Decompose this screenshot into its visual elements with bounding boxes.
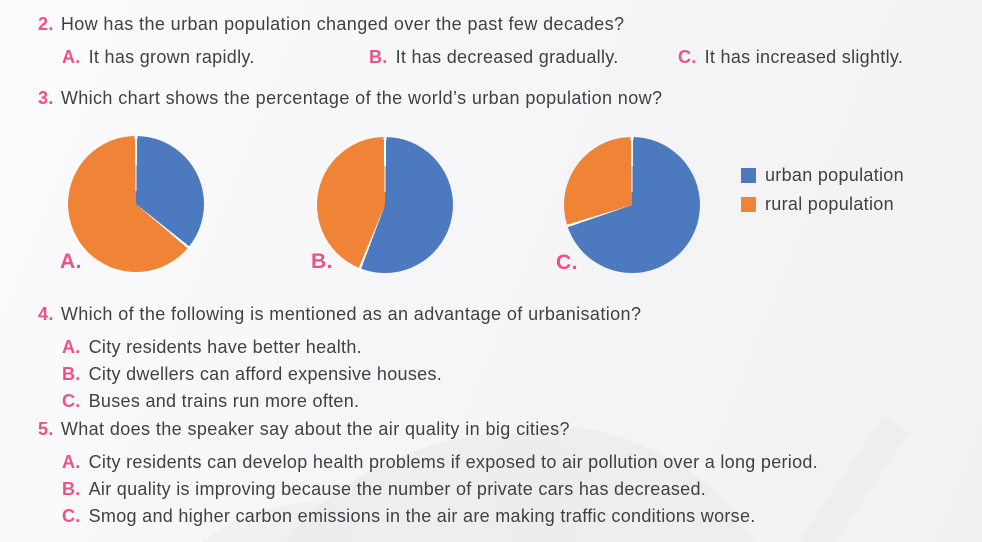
pie-chart-b-label: B. [311,250,333,273]
q5-option-a-letter: A. [62,452,81,472]
q5-option-a: A. City residents can develop health prob… [62,452,818,473]
q4-option-c-text: Buses and trains run more often. [88,391,360,411]
urban-color-swatch [741,168,756,183]
question-2-number: 2. [38,14,54,34]
q2-option-c-letter: C. [678,47,697,67]
q4-option-b-text: City dwellers can afford expensive house… [88,364,443,384]
question-2: 2. How has the urban population changed o… [38,14,624,35]
q5-option-a-text: City residents can develop health proble… [88,452,819,472]
q5-option-c: C. Smog and higher carbon emissions in th… [62,506,756,527]
q2-option-c: C. It has increased slightly. [678,47,903,68]
pie-chart-a-label: A. [60,250,82,273]
q2-option-b-text: It has decreased gradually. [395,47,619,67]
pie-chart-c-label: C. [556,251,578,274]
q5-option-b-text: Air quality is improving because the num… [88,479,707,499]
q5-option-b: B. Air quality is improving because the n… [62,479,706,500]
question-3: 3. Which chart shows the percentage of th… [38,88,662,109]
rural-color-swatch [741,197,756,212]
q4-option-a-letter: A. [62,337,81,357]
question-5-text: What does the speaker say about the air … [60,419,570,439]
q2-option-b: B. It has decreased gradually. [369,47,619,68]
question-2-text: How has the urban population changed ove… [60,14,625,34]
legend-item-rural-label: rural population [765,194,894,214]
question-5-number: 5. [38,419,54,439]
q4-option-a-text: City residents have better health. [88,337,362,357]
question-3-text: Which chart shows the percentage of the … [60,88,663,108]
question-3-number: 3. [38,88,54,108]
question-5: 5. What does the speaker say about the ai… [38,419,570,440]
q2-option-b-letter: B. [369,47,388,67]
question-4: 4. Which of the following is mentioned as… [38,304,641,325]
pie-chart-a [68,136,204,272]
q5-option-c-letter: C. [62,506,81,526]
q5-option-c-text: Smog and higher carbon emissions in the … [88,506,756,526]
q4-option-a: A. City residents have better health. [62,337,362,358]
q2-option-a-text: It has grown rapidly. [88,47,255,67]
legend-item-urban: urban population [741,165,904,186]
q2-option-c-text: It has increased slightly. [704,47,904,67]
legend-item-urban-label: urban population [765,165,904,185]
q4-option-c-letter: C. [62,391,81,411]
question-4-text: Which of the following is mentioned as a… [60,304,642,324]
legend-item-rural: rural population [741,194,904,215]
q4-option-b-letter: B. [62,364,81,384]
question-4-number: 4. [38,304,54,324]
q2-option-a: A. It has grown rapidly. [62,47,255,68]
pie-chart-b [317,137,453,273]
pie-chart-c [564,137,700,273]
q4-option-b: B. City dwellers can afford expensive hou… [62,364,442,385]
chart-legend: urban population rural population [741,165,904,215]
q2-option-a-letter: A. [62,47,81,67]
q5-option-b-letter: B. [62,479,81,499]
q4-option-c: C. Buses and trains run more often. [62,391,359,412]
